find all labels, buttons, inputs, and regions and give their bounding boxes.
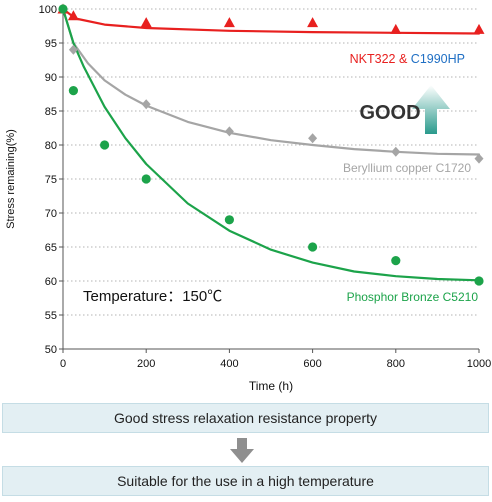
data-point-series-0 xyxy=(473,23,485,34)
high-temperature-use-box: Suitable for the use in a high temperatu… xyxy=(2,466,489,496)
down-arrow-icon xyxy=(230,438,254,463)
data-point-series-2 xyxy=(68,86,78,96)
data-point-series-1 xyxy=(224,126,234,137)
x-tick-label: 200 xyxy=(137,358,155,370)
data-point-series-1 xyxy=(141,99,151,110)
data-point-series-0 xyxy=(140,17,152,28)
y-tick-label: 90 xyxy=(45,72,57,84)
data-point-series-0 xyxy=(67,10,79,21)
data-point-series-1 xyxy=(391,146,401,157)
legend-nkt322-text: NKT322 & xyxy=(350,52,411,66)
y-tick-label: 85 xyxy=(45,106,57,118)
y-tick-label: 50 xyxy=(45,344,57,356)
data-point-series-1 xyxy=(68,44,78,55)
data-point-series-2 xyxy=(58,4,68,14)
x-tick-label: 400 xyxy=(220,358,238,370)
fit-curve-series-0 xyxy=(61,7,481,35)
x-tick-label: 600 xyxy=(303,358,321,370)
y-axis-label: Stress remaining(%) xyxy=(5,129,17,229)
data-point-series-2 xyxy=(474,276,484,286)
data-point-series-2 xyxy=(391,256,401,266)
data-point-series-0 xyxy=(390,23,402,34)
legend-phosphor-bronze: Phosphor Bronze C5210 xyxy=(347,290,479,304)
legend-nkt322-c1990hp: NKT322 & C1990HP xyxy=(350,52,465,66)
data-point-series-2 xyxy=(224,215,234,225)
fit-curves xyxy=(61,7,481,282)
legend-c1990hp-text: C1990HP xyxy=(411,52,465,66)
good-arrow-icon xyxy=(412,85,450,134)
data-points xyxy=(57,3,485,286)
data-point-series-2 xyxy=(308,242,318,252)
grid xyxy=(63,8,479,316)
fit-curve-series-2 xyxy=(61,7,481,282)
y-tick-label: 100 xyxy=(39,4,57,16)
data-point-series-1 xyxy=(308,133,318,144)
y-tick-label: 70 xyxy=(45,208,57,220)
x-tick-label: 0 xyxy=(60,358,66,370)
y-tick-label: 75 xyxy=(45,174,57,186)
good-stress-relaxation-box: Good stress relaxation resistance proper… xyxy=(2,403,489,433)
fit-curve-series-1 xyxy=(61,7,481,156)
y-tick-label: 60 xyxy=(45,276,57,288)
y-tick-label: 65 xyxy=(45,242,57,254)
legend-beryllium-copper: Beryllium copper C1720 xyxy=(343,161,471,175)
x-tick-label: 800 xyxy=(387,358,405,370)
data-point-series-2 xyxy=(141,174,151,184)
y-tick-label: 80 xyxy=(45,140,57,152)
high-temperature-use-text: Suitable for the use in a high temperatu… xyxy=(117,473,374,489)
temperature-label: Temperature：150℃ xyxy=(83,288,222,305)
data-point-series-0 xyxy=(223,17,235,28)
good-label: GOOD xyxy=(359,102,420,124)
x-axis-label: Time (h) xyxy=(249,379,293,393)
data-point-series-1 xyxy=(474,153,484,164)
data-point-series-0 xyxy=(307,17,319,28)
data-point-series-2 xyxy=(100,140,110,150)
good-stress-relaxation-text: Good stress relaxation resistance proper… xyxy=(113,410,377,426)
y-tick-label: 95 xyxy=(45,38,57,50)
x-tick-label: 1000 xyxy=(467,358,491,370)
y-tick-label: 55 xyxy=(45,310,57,322)
